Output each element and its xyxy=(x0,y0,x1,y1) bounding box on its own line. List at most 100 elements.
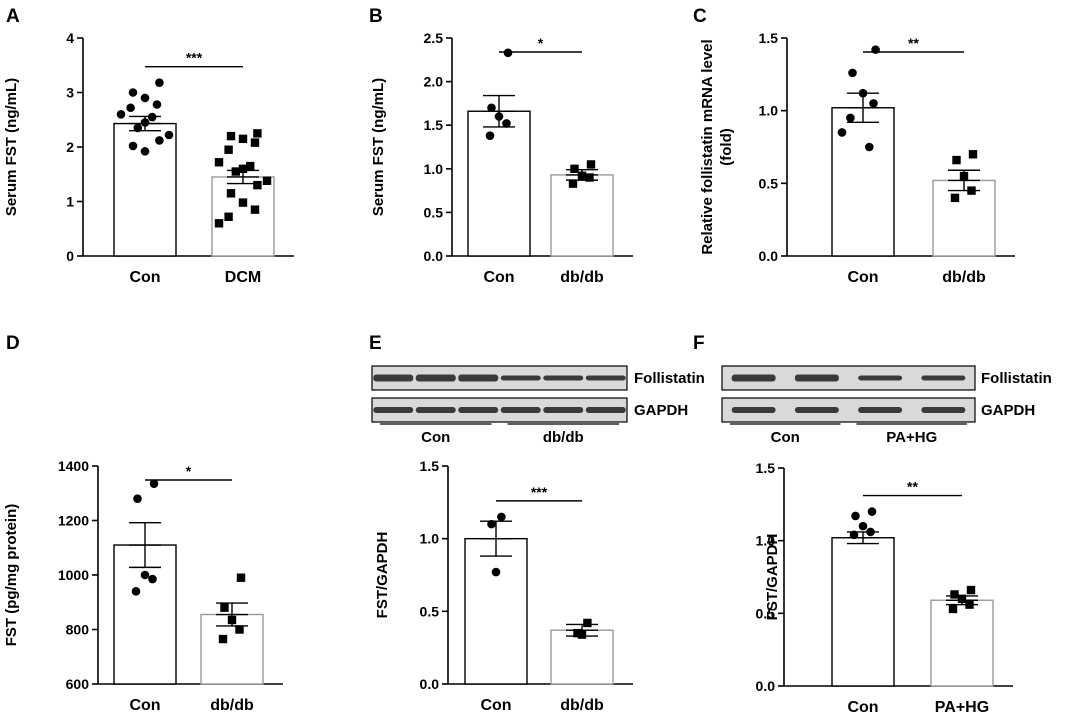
data-point xyxy=(577,630,587,639)
data-point xyxy=(148,574,157,584)
y-tick-label: 1.0 xyxy=(420,531,440,547)
data-point xyxy=(152,100,162,109)
blot-label: Follistatin xyxy=(981,370,1052,387)
y-tick-label: 2.0 xyxy=(424,74,444,90)
panel-c: 0.0 0.5 1.0 1.5 Relative follistatin mRNA le… xyxy=(699,30,1015,286)
blot-band xyxy=(858,407,903,413)
y-tick-label: 1.5 xyxy=(759,30,779,46)
y-tick-label: 1000 xyxy=(58,567,89,583)
data-point xyxy=(497,512,506,522)
y-tick-label: 600 xyxy=(66,676,90,692)
blot-band xyxy=(373,407,414,413)
x-category-label: db/db xyxy=(210,697,254,714)
data-point xyxy=(848,68,857,78)
data-point xyxy=(577,171,587,180)
y-tick-label: 1400 xyxy=(58,458,89,474)
y-tick-label: 1 xyxy=(66,194,74,210)
blot-label: GAPDH xyxy=(634,402,688,419)
y-axis-title: FST (pg/mg protein) xyxy=(3,504,20,646)
blot-band xyxy=(921,375,966,381)
data-point xyxy=(131,587,141,596)
y-tick-label: 0.0 xyxy=(424,248,444,264)
blot-band xyxy=(543,375,584,381)
data-point xyxy=(250,138,260,147)
blot-band xyxy=(458,374,499,382)
blot-band xyxy=(415,374,456,382)
data-point xyxy=(220,603,229,612)
data-point xyxy=(140,93,150,103)
x-category-label: DCM xyxy=(225,269,261,286)
significance-label: ** xyxy=(908,35,919,51)
data-point xyxy=(585,173,594,182)
blot-band xyxy=(373,374,414,382)
data-point xyxy=(253,180,262,190)
blot-band xyxy=(794,407,839,413)
data-point xyxy=(959,171,969,181)
data-point xyxy=(218,634,228,644)
data-point xyxy=(126,103,135,113)
data-point xyxy=(155,78,164,87)
x-category-label: Con xyxy=(847,269,878,286)
data-point xyxy=(948,604,958,614)
y-tick-label: 0.0 xyxy=(756,678,776,694)
bar-control xyxy=(467,110,531,257)
y-tick-label: 1200 xyxy=(58,513,89,529)
x-category-label: Con xyxy=(847,699,878,715)
data-point xyxy=(849,530,859,540)
data-point xyxy=(133,123,143,133)
data-point xyxy=(858,88,868,98)
y-tick-label: 1.0 xyxy=(756,533,776,549)
data-point xyxy=(128,141,138,151)
panel-label-c: C xyxy=(693,6,707,27)
x-category-label: Con xyxy=(480,697,511,714)
y-tick-label: 0.5 xyxy=(420,603,440,619)
panel-e: 0.0 0.5 1.0 1.5 FST/GAPDH Con db/db *** xyxy=(374,458,633,714)
data-point xyxy=(224,212,233,221)
blot-band xyxy=(858,375,903,381)
data-point xyxy=(950,193,960,203)
data-point xyxy=(140,147,150,156)
panel-label-f: F xyxy=(693,333,705,354)
bar-control xyxy=(831,537,895,687)
data-point xyxy=(966,585,976,595)
data-point xyxy=(262,176,272,185)
data-point xyxy=(866,527,875,537)
data-point xyxy=(485,131,495,140)
panel-d: 600 800 1000 1200 1400 FST (pg/mg protein) Con… xyxy=(3,458,283,714)
significance-label: *** xyxy=(186,50,203,66)
blot-band xyxy=(585,375,626,381)
data-point xyxy=(116,110,126,119)
blot-band xyxy=(921,407,966,413)
data-point xyxy=(227,615,237,625)
bar-treatment xyxy=(211,176,275,257)
y-tick-label: 1.5 xyxy=(756,460,776,476)
data-point xyxy=(226,189,236,198)
data-point xyxy=(502,119,511,128)
western-blot-e: Follistatin GAPDH Con db/db xyxy=(371,365,705,446)
data-point xyxy=(568,179,578,188)
significance-label: * xyxy=(538,35,544,51)
bar-treatment xyxy=(930,599,994,687)
data-point xyxy=(487,519,496,529)
y-tick-label: 4 xyxy=(66,30,74,46)
blot-group-label: Con xyxy=(771,429,800,446)
data-point xyxy=(487,103,496,113)
significance-label: * xyxy=(186,463,192,479)
data-point xyxy=(155,136,164,145)
panel-label-e: E xyxy=(369,333,382,354)
blot-group-label: db/db xyxy=(543,429,584,446)
data-point xyxy=(250,205,260,214)
y-axis-title: FST/GAPDH xyxy=(764,534,781,621)
panel-b: 0.0 0.5 1.0 1.5 2.0 2.5 Serum FST (ng/mL) Con db… xyxy=(370,30,633,286)
data-point xyxy=(226,131,236,141)
data-point xyxy=(147,112,157,122)
blot-band xyxy=(794,374,839,382)
blot-band xyxy=(458,407,499,413)
bar-control xyxy=(464,537,528,685)
y-tick-label: 0.5 xyxy=(424,204,444,220)
blot-band xyxy=(731,407,776,413)
data-point xyxy=(238,198,248,207)
data-point xyxy=(238,164,248,173)
blot-group-label: Con xyxy=(421,429,450,446)
panel-f: 0.0 0.5 1.0 1.5 FST/GAPDH Con PA+HG ** xyxy=(756,460,1013,715)
